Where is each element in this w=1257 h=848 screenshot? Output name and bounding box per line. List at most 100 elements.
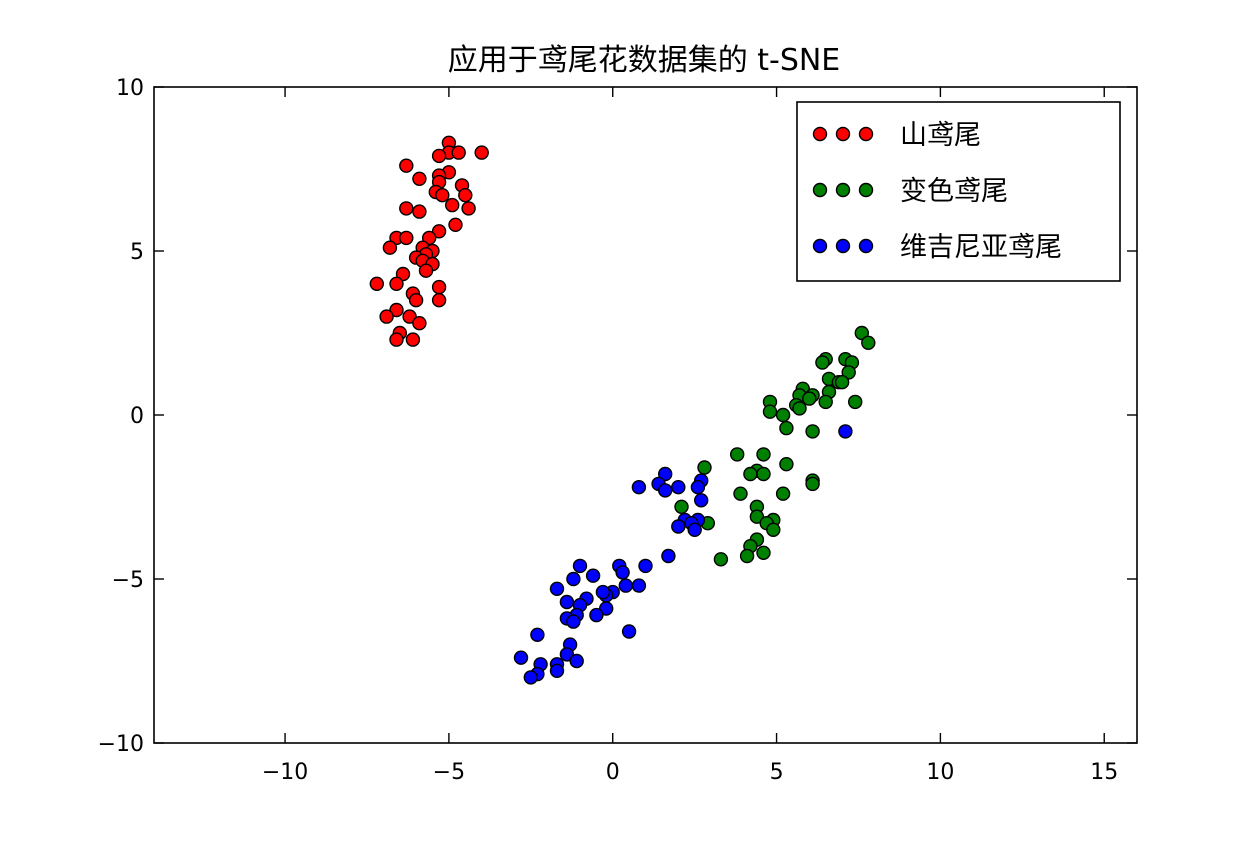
- data-point-s2-38: [559, 647, 575, 662]
- data-point-s2-13: [687, 522, 702, 537]
- legend-marker-0-0: [812, 126, 828, 142]
- data-point-s1-26: [779, 457, 794, 472]
- data-point-s0-12: [458, 187, 473, 203]
- data-point-s2-34: [566, 614, 581, 629]
- data-point-s2-1: [658, 466, 673, 482]
- data-point-s1-1: [861, 335, 876, 350]
- data-point-s0-40: [402, 309, 417, 324]
- y-tick-label-0: −10: [98, 732, 144, 757]
- data-point-s0-31: [395, 266, 411, 282]
- data-point-s0-17: [412, 204, 427, 219]
- legend-marker-1-2: [858, 182, 874, 198]
- chart-title: 应用于鸢尾花数据集的 t-SNE: [448, 43, 841, 78]
- data-point-s2-31: [589, 607, 604, 623]
- data-point-s1-25: [756, 447, 771, 462]
- data-point-s2-20: [566, 571, 581, 587]
- data-point-s2-43: [549, 663, 565, 678]
- data-point-s2-6: [658, 483, 673, 498]
- data-point-s0-22: [422, 230, 437, 246]
- data-point-s1-16: [848, 394, 863, 410]
- legend-entry-1: 变色鸢尾: [812, 176, 1008, 207]
- x-tick-label-5: 15: [1090, 760, 1118, 785]
- legend-marker-2-0: [812, 238, 828, 254]
- legend-box: [796, 101, 1121, 282]
- data-point-s2-28: [559, 594, 575, 610]
- data-point-s0-16: [399, 201, 414, 216]
- legend-marker-1-0: [812, 182, 828, 198]
- data-point-s0-39: [379, 309, 394, 324]
- data-point-s1-34: [775, 486, 791, 501]
- data-point-s2-40: [569, 653, 584, 669]
- legend-marker-0-2: [858, 126, 874, 142]
- data-point-s1-44: [756, 545, 771, 560]
- data-point-s2-19: [585, 568, 601, 583]
- x-tick-label-3: 5: [770, 760, 784, 785]
- data-point-s1-5: [815, 355, 830, 370]
- legend-marker-2-1: [835, 238, 851, 254]
- data-point-s1-20: [762, 404, 778, 419]
- data-point-s2-8: [694, 493, 709, 508]
- data-point-s2-0: [838, 424, 853, 439]
- data-point-s0-34: [431, 279, 447, 295]
- data-point-s1-15: [818, 394, 833, 410]
- data-point-s1-6: [841, 365, 856, 380]
- data-point-s0-8: [412, 171, 427, 187]
- data-point-s0-30: [418, 263, 434, 278]
- data-point-s1-23: [805, 424, 820, 439]
- data-point-s2-21: [618, 578, 633, 593]
- data-point-s2-12: [671, 519, 686, 534]
- data-point-s1-24: [730, 447, 745, 462]
- data-point-s2-26: [595, 584, 611, 600]
- data-point-s2-35: [621, 624, 637, 639]
- legend-entry-2: 维吉尼亚鸢尾: [812, 232, 1062, 263]
- data-point-s2-36: [530, 627, 545, 642]
- data-point-s0-32: [369, 276, 384, 291]
- data-point-s0-36: [408, 293, 424, 308]
- data-point-s0-14: [445, 197, 460, 213]
- data-point-s1-32: [805, 476, 820, 492]
- x-tick-label-0: −10: [262, 760, 308, 785]
- data-point-s1-0: [854, 325, 869, 341]
- legend-marker-1-1: [835, 182, 851, 198]
- data-point-s2-45: [523, 670, 538, 685]
- ticks-layer: −10 −5 0 5 10 15 −10 −5 0 5 10: [98, 76, 1137, 785]
- points-layer: [369, 135, 876, 685]
- data-point-s2-4: [690, 480, 706, 495]
- data-point-s2-15: [638, 558, 653, 574]
- x-tick-label-2: 0: [606, 760, 620, 785]
- data-point-s1-30: [756, 466, 771, 482]
- data-point-s1-45: [739, 548, 755, 564]
- data-point-s0-21: [399, 230, 414, 246]
- data-point-s1-29: [743, 466, 758, 482]
- data-point-s1-22: [779, 420, 794, 436]
- data-point-s0-3: [451, 145, 466, 160]
- data-point-s2-14: [661, 548, 676, 564]
- data-point-s1-33: [733, 486, 748, 501]
- data-point-s0-5: [399, 158, 414, 173]
- data-point-s2-23: [549, 581, 565, 596]
- data-point-s2-30: [599, 601, 614, 616]
- data-point-s0-37: [431, 293, 447, 308]
- data-point-s1-21: [775, 407, 791, 423]
- data-point-s0-23: [382, 240, 398, 255]
- data-point-s2-17: [572, 558, 588, 574]
- data-point-s0-13: [435, 187, 450, 203]
- data-point-s2-18: [615, 565, 630, 580]
- legend-label-1: 变色鸢尾: [900, 176, 1008, 207]
- legend-label-0: 山鸢尾: [900, 120, 981, 151]
- data-point-s1-19: [792, 401, 807, 416]
- y-tick-label-1: −5: [112, 568, 144, 593]
- data-point-s0-1: [474, 145, 489, 160]
- data-point-s0-33: [389, 276, 404, 291]
- data-point-s2-22: [631, 578, 647, 593]
- data-point-s0-43: [405, 332, 421, 347]
- data-point-s0-4: [431, 148, 447, 164]
- data-point-s1-41: [766, 522, 781, 537]
- data-point-s1-27: [697, 460, 712, 475]
- legend-marker-2-2: [858, 238, 874, 254]
- data-point-s1-36: [674, 499, 689, 514]
- x-tick-label-4: 10: [926, 760, 954, 785]
- legend-label-2: 维吉尼亚鸢尾: [900, 232, 1062, 263]
- legend-entry-0: 山鸢尾: [812, 120, 981, 151]
- data-point-s0-15: [461, 201, 476, 216]
